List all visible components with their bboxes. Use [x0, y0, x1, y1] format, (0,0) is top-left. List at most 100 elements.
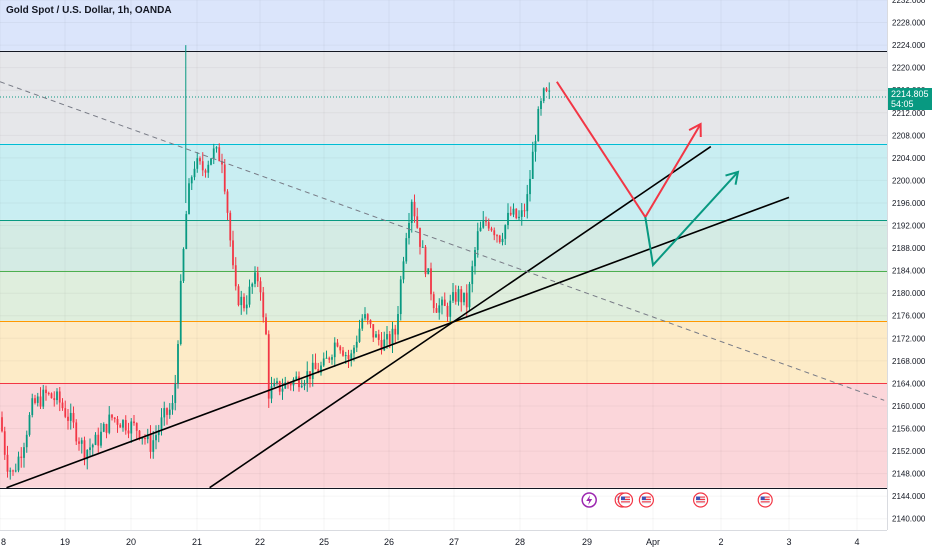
candle-down	[465, 292, 468, 308]
candle-up	[468, 284, 471, 308]
us-flag-icon-stripe	[760, 496, 770, 498]
candle-down	[498, 235, 501, 243]
candle-down	[493, 230, 496, 236]
candle-down	[47, 393, 50, 395]
candle-up	[358, 328, 361, 342]
time-tick-label: 8	[1, 537, 6, 547]
candle-down	[234, 265, 237, 287]
candle-up	[245, 304, 248, 309]
candle-up	[471, 266, 474, 285]
candle-down	[39, 396, 42, 407]
price-tick-label: 2184.000	[892, 267, 926, 276]
projection-arrowhead	[688, 122, 702, 138]
us-flag-icon-stripe	[641, 498, 651, 500]
candle-up	[9, 470, 12, 472]
candle-up	[529, 178, 531, 195]
time-axis[interactable]: 8 19 20 21 22 25 26 27 28 29 Apr 2 3 4	[0, 530, 887, 551]
candle-down	[119, 424, 122, 428]
price-tick-label: 2164.000	[892, 379, 926, 388]
candle-up	[157, 429, 160, 436]
candle-down	[127, 430, 130, 434]
candle-down	[443, 299, 446, 306]
candle-down	[78, 441, 80, 444]
candle-up	[295, 376, 298, 380]
candle-up	[306, 371, 309, 383]
candle-up	[476, 231, 479, 251]
candle-up	[350, 353, 353, 359]
candle-down	[226, 191, 229, 213]
candle-up	[479, 227, 482, 232]
candle-up	[69, 412, 72, 421]
candle-down	[545, 88, 548, 91]
candle-up	[182, 248, 185, 281]
candle-down	[487, 222, 490, 229]
us-flag-icon-stripe	[696, 498, 706, 500]
candle-down	[58, 391, 61, 403]
candle-up	[421, 246, 424, 248]
candle-up	[28, 415, 31, 435]
candle-down	[328, 357, 331, 360]
candle-up	[512, 208, 515, 215]
candle-down	[366, 314, 369, 320]
candle-down	[496, 235, 498, 237]
us-flag-icon-canton	[621, 496, 625, 500]
candle-up	[504, 225, 507, 239]
candle-down	[342, 350, 344, 356]
candle-up	[254, 272, 256, 284]
candle-up	[146, 434, 149, 440]
candle-up	[501, 238, 504, 243]
us-flag-icon-stripe	[696, 496, 706, 498]
candle-down	[267, 334, 270, 399]
candle-up	[361, 318, 364, 329]
candle-up	[155, 435, 157, 441]
candle-up	[303, 382, 306, 386]
candle-down	[61, 402, 64, 409]
candle-up	[174, 383, 177, 404]
candle-up	[42, 389, 45, 407]
candle-down	[435, 308, 438, 313]
candle-up	[383, 339, 386, 351]
symbol-title: Gold Spot / U.S. Dollar, 1h, OANDA	[6, 5, 172, 16]
candle-up	[405, 238, 408, 262]
candle-up	[163, 408, 166, 418]
last-price-value: 2214.805	[891, 89, 929, 99]
time-tick-label: 2	[718, 537, 723, 547]
time-tick-label: 25	[319, 537, 329, 547]
candle-up	[276, 381, 278, 383]
price-tick-label: 2172.000	[892, 334, 926, 343]
candle-up	[333, 342, 336, 358]
candle-down	[446, 305, 449, 317]
candle-down	[75, 422, 78, 442]
candle-up	[168, 409, 171, 415]
price-tick-label: 2148.000	[892, 470, 926, 479]
candle-up	[520, 210, 523, 217]
candle-up	[56, 391, 58, 401]
candle-up	[284, 382, 287, 389]
candle-down	[53, 398, 56, 401]
candle-up	[449, 300, 452, 317]
candle-up	[152, 440, 155, 452]
candle-up	[36, 396, 39, 403]
time-tick-label: 19	[60, 537, 70, 547]
candle-down	[243, 296, 245, 309]
projection-arrowhead	[725, 170, 740, 185]
price-zone	[0, 219, 887, 271]
candle-down	[3, 431, 6, 455]
time-tick-label: 29	[582, 537, 592, 547]
candle-up	[94, 434, 97, 445]
us-flag-icon-stripe	[760, 498, 770, 500]
flash-icon-glyph	[586, 495, 593, 505]
candle-down	[6, 454, 9, 472]
candle-up	[102, 423, 105, 432]
price-axis[interactable]: 2232.0002228.0002224.0002220.0002216.000…	[887, 0, 932, 530]
candle-down	[485, 221, 487, 223]
candle-down	[419, 227, 421, 247]
us-flag-icon-stripe	[621, 498, 630, 500]
us-flag-icon-stripe	[621, 496, 630, 498]
candle-down	[111, 414, 113, 418]
candle-down	[339, 346, 342, 351]
time-tick-label: 4	[854, 537, 859, 547]
candle-down	[377, 334, 380, 340]
